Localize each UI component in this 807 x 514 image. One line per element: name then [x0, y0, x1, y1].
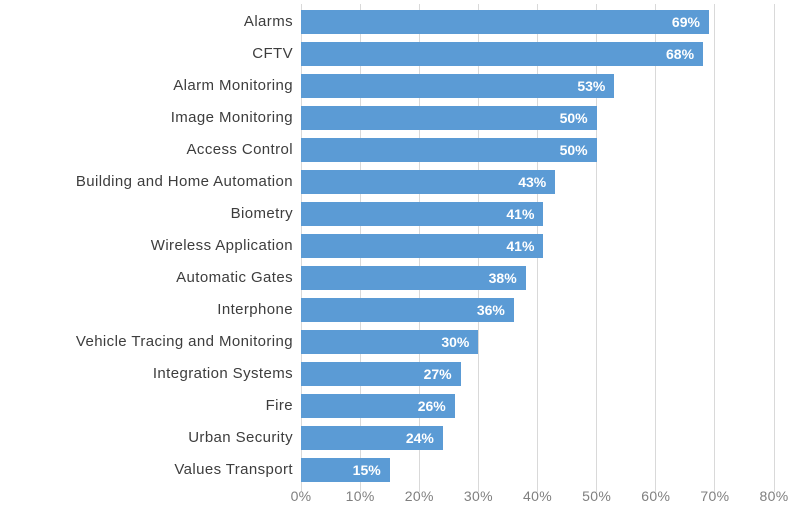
- value-label: 50%: [559, 110, 588, 126]
- value-label: 50%: [559, 142, 588, 158]
- value-label: 24%: [405, 430, 434, 446]
- x-axis-tick-label: 60%: [641, 488, 671, 504]
- gridline: [655, 4, 657, 492]
- gridline: [596, 4, 598, 492]
- value-label: 41%: [506, 206, 535, 222]
- bar: 38%: [301, 266, 526, 290]
- bar: 27%: [301, 362, 461, 386]
- bar: 41%: [301, 234, 544, 258]
- category-label: Vehicle Tracing and Monitoring: [75, 333, 293, 350]
- bar: 50%: [301, 106, 597, 130]
- value-label: 27%: [423, 366, 452, 382]
- value-label: 26%: [417, 398, 446, 414]
- x-axis: 0% 10% 20% 30% 40% 50% 60% 70% 80%: [291, 488, 789, 510]
- category-label: Access Control: [186, 141, 293, 158]
- bar: 15%: [301, 458, 390, 482]
- plot-area: 69% 68% 53% 50% 50% 43% 41% 41% 38% 36% 30% 27% 26% 2…: [300, 4, 775, 492]
- x-axis-tick-label: 0%: [290, 488, 312, 504]
- gridline: [773, 4, 775, 492]
- x-axis-tick-label: 10%: [345, 488, 375, 504]
- category-label: Wireless Application: [150, 237, 293, 254]
- value-label: 69%: [671, 14, 700, 30]
- bar: 36%: [301, 298, 514, 322]
- bar: 30%: [301, 330, 479, 354]
- value-label: 43%: [518, 174, 547, 190]
- category-label: Values Transport: [174, 461, 293, 478]
- gridline: [714, 4, 716, 492]
- value-label: 68%: [666, 46, 695, 62]
- x-axis-tick-label: 70%: [700, 488, 730, 504]
- bar: 69%: [301, 10, 709, 34]
- category-label: Biometry: [230, 205, 293, 222]
- bar: 68%: [301, 42, 704, 66]
- category-label: Alarms: [243, 13, 293, 30]
- value-label: 53%: [577, 78, 606, 94]
- category-label: Alarm Monitoring: [173, 77, 293, 94]
- category-label: Fire: [265, 397, 293, 414]
- bar: 24%: [301, 426, 443, 450]
- bar: 41%: [301, 202, 544, 226]
- category-label: Integration Systems: [152, 365, 293, 382]
- category-axis: Alarms CFTV Alarm Monitoring Image Monitori…: [0, 6, 293, 486]
- category-label: Urban Security: [188, 429, 293, 446]
- value-label: 15%: [352, 462, 381, 478]
- x-axis-tick-label: 50%: [582, 488, 612, 504]
- bar: 50%: [301, 138, 597, 162]
- x-axis-tick-label: 30%: [463, 488, 493, 504]
- value-label: 41%: [506, 238, 535, 254]
- category-label: Automatic Gates: [176, 269, 293, 286]
- value-label: 30%: [441, 334, 470, 350]
- category-label: Interphone: [217, 301, 293, 318]
- bar: 53%: [301, 74, 615, 98]
- x-axis-tick-label: 80%: [759, 488, 789, 504]
- x-axis-tick-label: 20%: [404, 488, 434, 504]
- category-label: Building and Home Automation: [75, 173, 293, 190]
- value-label: 36%: [476, 302, 505, 318]
- bar: 26%: [301, 394, 455, 418]
- bar: 43%: [301, 170, 556, 194]
- category-label: Image Monitoring: [170, 109, 293, 126]
- value-label: 38%: [488, 270, 517, 286]
- category-label: CFTV: [252, 45, 293, 62]
- x-axis-tick-label: 40%: [523, 488, 552, 504]
